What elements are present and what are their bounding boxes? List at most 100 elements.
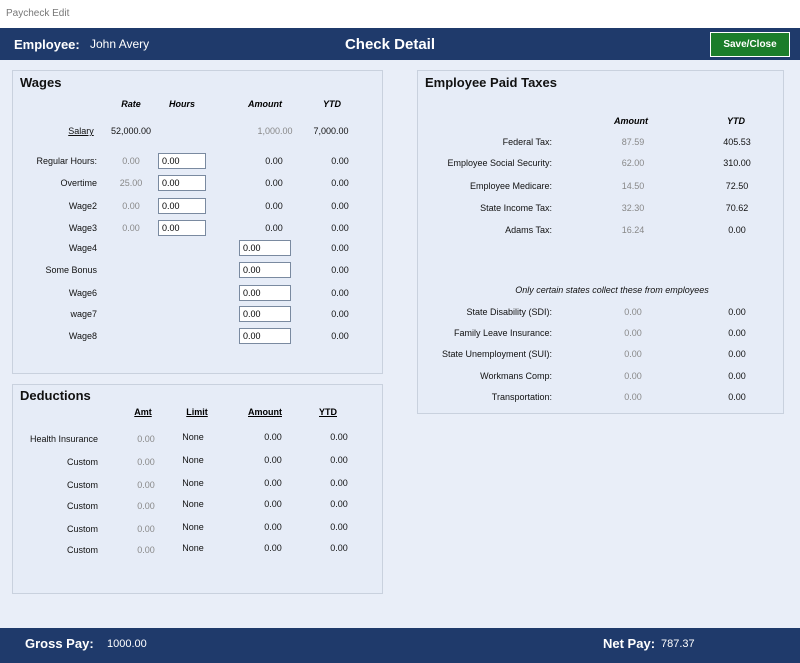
column-header: YTD	[319, 407, 337, 417]
amt: 0.00	[137, 434, 155, 444]
column-header: YTD	[323, 99, 341, 109]
amount: 0.00	[264, 432, 282, 442]
ytd: 7,000.00	[313, 126, 349, 136]
net-value: 787.37	[661, 638, 695, 650]
hours-input[interactable]: 0.00	[158, 175, 206, 191]
section-title: Employee Paid Taxes	[425, 75, 557, 90]
row-label: Custom	[66, 480, 98, 490]
rate: 0.00	[122, 201, 140, 211]
row-label: Salary	[68, 126, 94, 136]
tax-amount: 32.30	[621, 203, 645, 213]
ytd: 0.00	[331, 223, 349, 233]
tax-label: Employee Medicare:	[469, 181, 552, 191]
ytd: 0.00	[331, 201, 349, 211]
page-title: Check Detail	[344, 36, 436, 53]
employee-label: Employee:	[14, 37, 80, 52]
row-label: Wage8	[68, 331, 97, 341]
tax-ytd: 0.00	[728, 371, 746, 381]
tax-label: Family Leave Insurance:	[453, 328, 552, 338]
tax-label: State Disability (SDI):	[466, 307, 552, 317]
column-header: Amount	[248, 407, 282, 417]
row-label: Health Insurance	[29, 434, 98, 444]
ytd: 0.00	[330, 522, 348, 532]
title-bar: Paycheck Edit	[0, 0, 800, 28]
row-label: wage7	[70, 309, 97, 319]
hours-input[interactable]: 0.00	[158, 198, 206, 214]
hours-input[interactable]: 0.00	[158, 220, 206, 236]
tax-label: Workmans Comp:	[480, 371, 552, 381]
gross-value: 1000.00	[107, 638, 147, 650]
ytd: 0.00	[330, 478, 348, 488]
ytd: 0.00	[331, 178, 349, 188]
limit: None	[182, 499, 204, 509]
tax-label: Adams Tax:	[505, 225, 552, 235]
ytd: 0.00	[331, 309, 349, 319]
column-header: Amt	[134, 407, 152, 417]
save-close-button[interactable]: Save/Close	[710, 32, 790, 57]
row-label: Wage4	[68, 243, 97, 253]
column-header: Amount	[614, 116, 648, 126]
ytd: 0.00	[330, 432, 348, 442]
amount-input[interactable]: 0.00	[239, 328, 291, 344]
footer-bar	[0, 628, 800, 663]
rate: 0.00	[122, 156, 140, 166]
amount: 0.00	[264, 478, 282, 488]
tax-amount: 16.24	[621, 225, 645, 235]
column-header: Amount	[248, 99, 282, 109]
tax-label: State Unemployment (SUI):	[441, 349, 552, 359]
amount: 1,000.00	[257, 126, 293, 136]
rate: 25.00	[119, 178, 143, 188]
tax-ytd: 310.00	[723, 158, 751, 168]
amt: 0.00	[137, 457, 155, 467]
amt: 0.00	[137, 480, 155, 490]
limit: None	[182, 478, 204, 488]
amount: 0.00	[265, 178, 283, 188]
tax-ytd: 72.50	[725, 181, 749, 191]
row-label: Custom	[66, 524, 98, 534]
limit: None	[182, 543, 204, 553]
tax-amount: 14.50	[621, 181, 645, 191]
amount-input[interactable]: 0.00	[239, 240, 291, 256]
tax-ytd: 0.00	[728, 225, 746, 235]
row-label: Some Bonus	[45, 265, 97, 275]
amount: 0.00	[264, 543, 282, 553]
amount: 0.00	[265, 201, 283, 211]
row-label: Custom	[66, 501, 98, 511]
tax-ytd: 0.00	[728, 349, 746, 359]
row-label: Overtime	[60, 178, 97, 188]
gross-label: Gross Pay:	[25, 636, 94, 651]
amount: 0.00	[264, 522, 282, 532]
tax-amount: 87.59	[621, 137, 645, 147]
rate: 52,000.00	[110, 126, 152, 136]
row-label: Regular Hours:	[36, 156, 97, 166]
limit: None	[182, 522, 204, 532]
tax-ytd: 0.00	[728, 307, 746, 317]
amount-input[interactable]: 0.00	[239, 262, 291, 278]
ytd: 0.00	[330, 455, 348, 465]
tax-amount: 62.00	[621, 158, 645, 168]
amount: 0.00	[264, 499, 282, 509]
section-title: Deductions	[20, 388, 91, 403]
amt: 0.00	[137, 545, 155, 555]
amount-input[interactable]: 0.00	[239, 285, 291, 301]
net-label: Net Pay:	[603, 636, 656, 651]
limit: None	[182, 432, 204, 442]
window-title: Paycheck Edit	[6, 8, 70, 19]
deductions-panel	[12, 384, 383, 594]
amount-input[interactable]: 0.00	[239, 306, 291, 322]
column-header: Limit	[186, 407, 208, 417]
row-label: Custom	[66, 457, 98, 467]
tax-label: Employee Social Security:	[447, 158, 552, 168]
row-label: Custom	[66, 545, 98, 555]
ytd: 0.00	[331, 288, 349, 298]
row-label: Wage3	[68, 223, 97, 233]
tax-ytd: 405.53	[723, 137, 751, 147]
tax-amount: 0.00	[624, 307, 642, 317]
note: Only certain states collect these from e…	[515, 285, 709, 295]
amt: 0.00	[137, 524, 155, 534]
column-header: Rate	[121, 99, 141, 109]
ytd: 0.00	[331, 243, 349, 253]
hours-input[interactable]: 0.00	[158, 153, 206, 169]
column-header: YTD	[727, 116, 745, 126]
